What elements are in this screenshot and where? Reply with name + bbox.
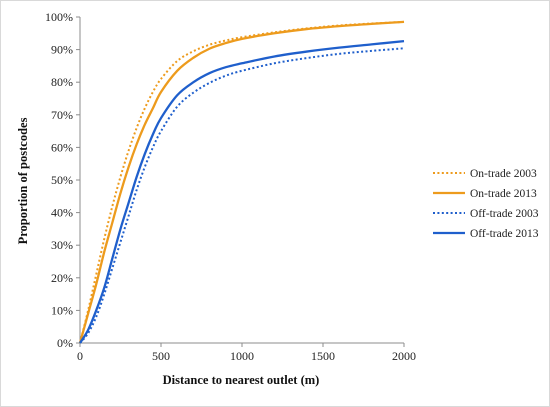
y-tick-label: 0% (57, 336, 73, 350)
series-line-0 (79, 20, 405, 344)
tick-labels: 0% 10% 20% 30% 40% 50% 60% 70% 80% 90% 100% 0 500 100… (45, 10, 416, 363)
y-tick-label: 50% (51, 173, 73, 187)
legend: On-trade 2003 On-trade 2013 Off-trade 2003… (433, 168, 539, 240)
legend-label-0: On-trade 2003 (470, 168, 537, 180)
y-tick-label: 70% (51, 108, 73, 122)
y-tick-label: 60% (51, 140, 73, 154)
legend-label-2: Off-trade 2003 (470, 208, 539, 220)
y-tick-label: 30% (51, 238, 73, 252)
y-tick-label: 10% (51, 303, 73, 317)
y-tick-label: 90% (51, 43, 73, 57)
axes (76, 16, 405, 347)
series-line-1 (78, 20, 405, 344)
y-tick-label: 80% (51, 75, 73, 89)
x-tick-label: 0 (77, 349, 83, 363)
plot-area (78, 20, 405, 344)
series-line-2 (79, 47, 405, 344)
x-tick-label: 1000 (230, 349, 254, 363)
x-tick-label: 1500 (311, 349, 335, 363)
x-axis-title: Distance to nearest outlet (m) (163, 373, 320, 387)
y-tick-label: 40% (51, 206, 73, 220)
x-tick-label: 500 (152, 349, 170, 363)
y-tick-label: 20% (51, 271, 73, 285)
y-axis-title: Proportion of postcodes (16, 117, 30, 244)
x-tick-label: 2000 (392, 349, 416, 363)
legend-label-3: Off-trade 2013 (470, 228, 539, 240)
legend-label-1: On-trade 2013 (470, 188, 537, 200)
series-line-3 (79, 39, 405, 344)
y-tick-label: 100% (45, 10, 73, 24)
